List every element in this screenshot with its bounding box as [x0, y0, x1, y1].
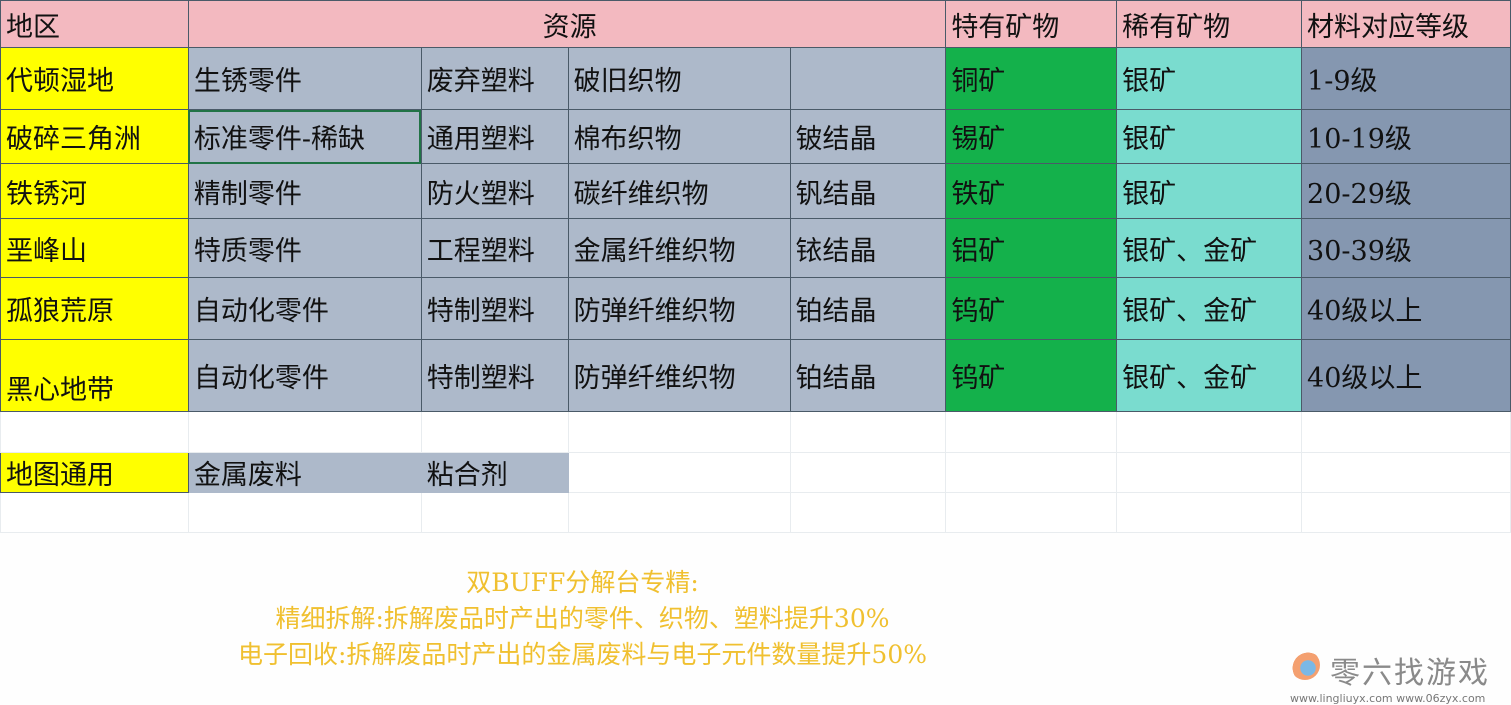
- cell-level[interactable]: 1-9级: [1301, 47, 1511, 110]
- cell-r3[interactable]: 破旧织物: [567, 47, 791, 110]
- cell-r1[interactable]: 标准零件-稀缺: [187, 109, 422, 164]
- buff-notes: 双BUFF分解台专精: 精细拆解:拆解废品时产出的零件、织物、塑料提升30% 电…: [0, 565, 1165, 673]
- cell-rare[interactable]: 银矿: [1116, 163, 1303, 219]
- cell-r3[interactable]: 碳纤维织物: [567, 163, 791, 219]
- cell-level[interactable]: 20-29级: [1301, 163, 1511, 219]
- cell-r2[interactable]: 特制塑料: [420, 339, 569, 412]
- cell-r3[interactable]: 防弹纤维织物: [567, 339, 791, 412]
- table-row: 铁锈河 精制零件 防火塑料 碳纤维织物 钒结晶 铁矿 银矿 20-29级: [0, 163, 1511, 219]
- cell-r4[interactable]: 铂结晶: [789, 339, 947, 412]
- swirl-logo-icon: [1290, 650, 1320, 680]
- cell-r4[interactable]: 铂结晶: [789, 277, 947, 340]
- table-row: 孤狼荒原 自动化零件 特制塑料 防弹纤维织物 铂结晶 钨矿 银矿、金矿 40级以上: [0, 277, 1511, 340]
- table-row: 代顿湿地 生锈零件 废弃塑料 破旧织物 铜矿 银矿 1-9级: [0, 47, 1511, 110]
- cell-level[interactable]: 40级以上: [1301, 277, 1511, 340]
- cell-r3[interactable]: 棉布织物: [567, 109, 791, 164]
- table-row: 垩峰山 特质零件 工程塑料 金属纤维织物 铱结晶 铝矿 银矿、金矿 30-39级: [0, 218, 1511, 278]
- cell-r1[interactable]: 精制零件: [187, 163, 422, 219]
- header-region[interactable]: 地区: [0, 0, 189, 48]
- common-item[interactable]: 粘合剂: [420, 452, 569, 493]
- cell-rare[interactable]: 银矿、金矿: [1116, 218, 1303, 278]
- table-row: 黑心地带 自动化零件 特制塑料 防弹纤维织物 铂结晶 钨矿 银矿、金矿 40级以上: [0, 339, 1511, 412]
- cell-r1[interactable]: 自动化零件: [187, 277, 422, 340]
- cell-special[interactable]: 钨矿: [945, 339, 1118, 412]
- cell-level[interactable]: 10-19级: [1301, 109, 1511, 164]
- cell-r4[interactable]: [789, 47, 947, 110]
- cell-region[interactable]: 破碎三角洲: [0, 109, 189, 164]
- cell-r2[interactable]: 废弃塑料: [420, 47, 569, 110]
- cell-r4[interactable]: 钒结晶: [789, 163, 947, 219]
- cell-r1[interactable]: 生锈零件: [187, 47, 422, 110]
- cell-r2[interactable]: 通用塑料: [420, 109, 569, 164]
- cell-region[interactable]: 孤狼荒原: [0, 277, 189, 340]
- common-label[interactable]: 地图通用: [0, 452, 189, 493]
- cell-r2[interactable]: 工程塑料: [420, 218, 569, 278]
- empty-row: [0, 492, 1511, 533]
- cell-rare[interactable]: 银矿、金矿: [1116, 277, 1303, 340]
- cell-r2[interactable]: 特制塑料: [420, 277, 569, 340]
- cell-level[interactable]: 30-39级: [1301, 218, 1511, 278]
- cell-region[interactable]: 代顿湿地: [0, 47, 189, 110]
- cell-level[interactable]: 40级以上: [1301, 339, 1511, 412]
- cell-special[interactable]: 铜矿: [945, 47, 1118, 110]
- cell-r3[interactable]: 金属纤维织物: [567, 218, 791, 278]
- empty-row: [0, 411, 1511, 453]
- cell-region[interactable]: 黑心地带: [0, 339, 189, 412]
- header-resources[interactable]: 资源: [187, 0, 947, 48]
- cell-r4[interactable]: 铱结晶: [789, 218, 947, 278]
- watermark-logo: 零六找游戏 www.lingliuyx.com www.06zyx.com: [1290, 648, 1490, 705]
- cell-rare[interactable]: 银矿: [1116, 109, 1303, 164]
- cell-special[interactable]: 铝矿: [945, 218, 1118, 278]
- cell-r1[interactable]: 自动化零件: [187, 339, 422, 412]
- header-level[interactable]: 材料对应等级: [1301, 0, 1511, 48]
- notes-line: 电子回收:拆解废品时产出的金属废料与电子元件数量提升50%: [238, 640, 927, 669]
- common-item[interactable]: 金属废料: [187, 452, 422, 493]
- cell-region[interactable]: 铁锈河: [0, 163, 189, 219]
- table-row: 破碎三角洲 标准零件-稀缺 通用塑料 棉布织物 铍结晶 锡矿 银矿 10-19级: [0, 109, 1511, 164]
- cell-special[interactable]: 铁矿: [945, 163, 1118, 219]
- header-row: 地区 资源 特有矿物 稀有矿物 材料对应等级: [0, 0, 1511, 48]
- common-row: 地图通用 金属废料 粘合剂: [0, 452, 1511, 493]
- cell-r2[interactable]: 防火塑料: [420, 163, 569, 219]
- watermark-name: 零六找游戏: [1330, 656, 1490, 691]
- notes-title: 双BUFF分解台专精:: [466, 568, 699, 597]
- cell-special[interactable]: 锡矿: [945, 109, 1118, 164]
- header-special[interactable]: 特有矿物: [945, 0, 1118, 48]
- cell-rare[interactable]: 银矿、金矿: [1116, 339, 1303, 412]
- cell-special[interactable]: 钨矿: [945, 277, 1118, 340]
- watermark-urls: www.lingliuyx.com www.06zyx.com: [1290, 692, 1486, 705]
- cell-region[interactable]: 垩峰山: [0, 218, 189, 278]
- cell-rare[interactable]: 银矿: [1116, 47, 1303, 110]
- resource-table: 地区 资源 特有矿物 稀有矿物 材料对应等级 代顿湿地 生锈零件 废弃塑料 破旧织物 铜…: [0, 0, 1511, 533]
- cell-r4[interactable]: 铍结晶: [789, 109, 947, 164]
- notes-line: 精细拆解:拆解废品时产出的零件、织物、塑料提升30%: [275, 604, 890, 633]
- cell-r3[interactable]: 防弹纤维织物: [567, 277, 791, 340]
- cell-r1[interactable]: 特质零件: [187, 218, 422, 278]
- header-rare[interactable]: 稀有矿物: [1116, 0, 1303, 48]
